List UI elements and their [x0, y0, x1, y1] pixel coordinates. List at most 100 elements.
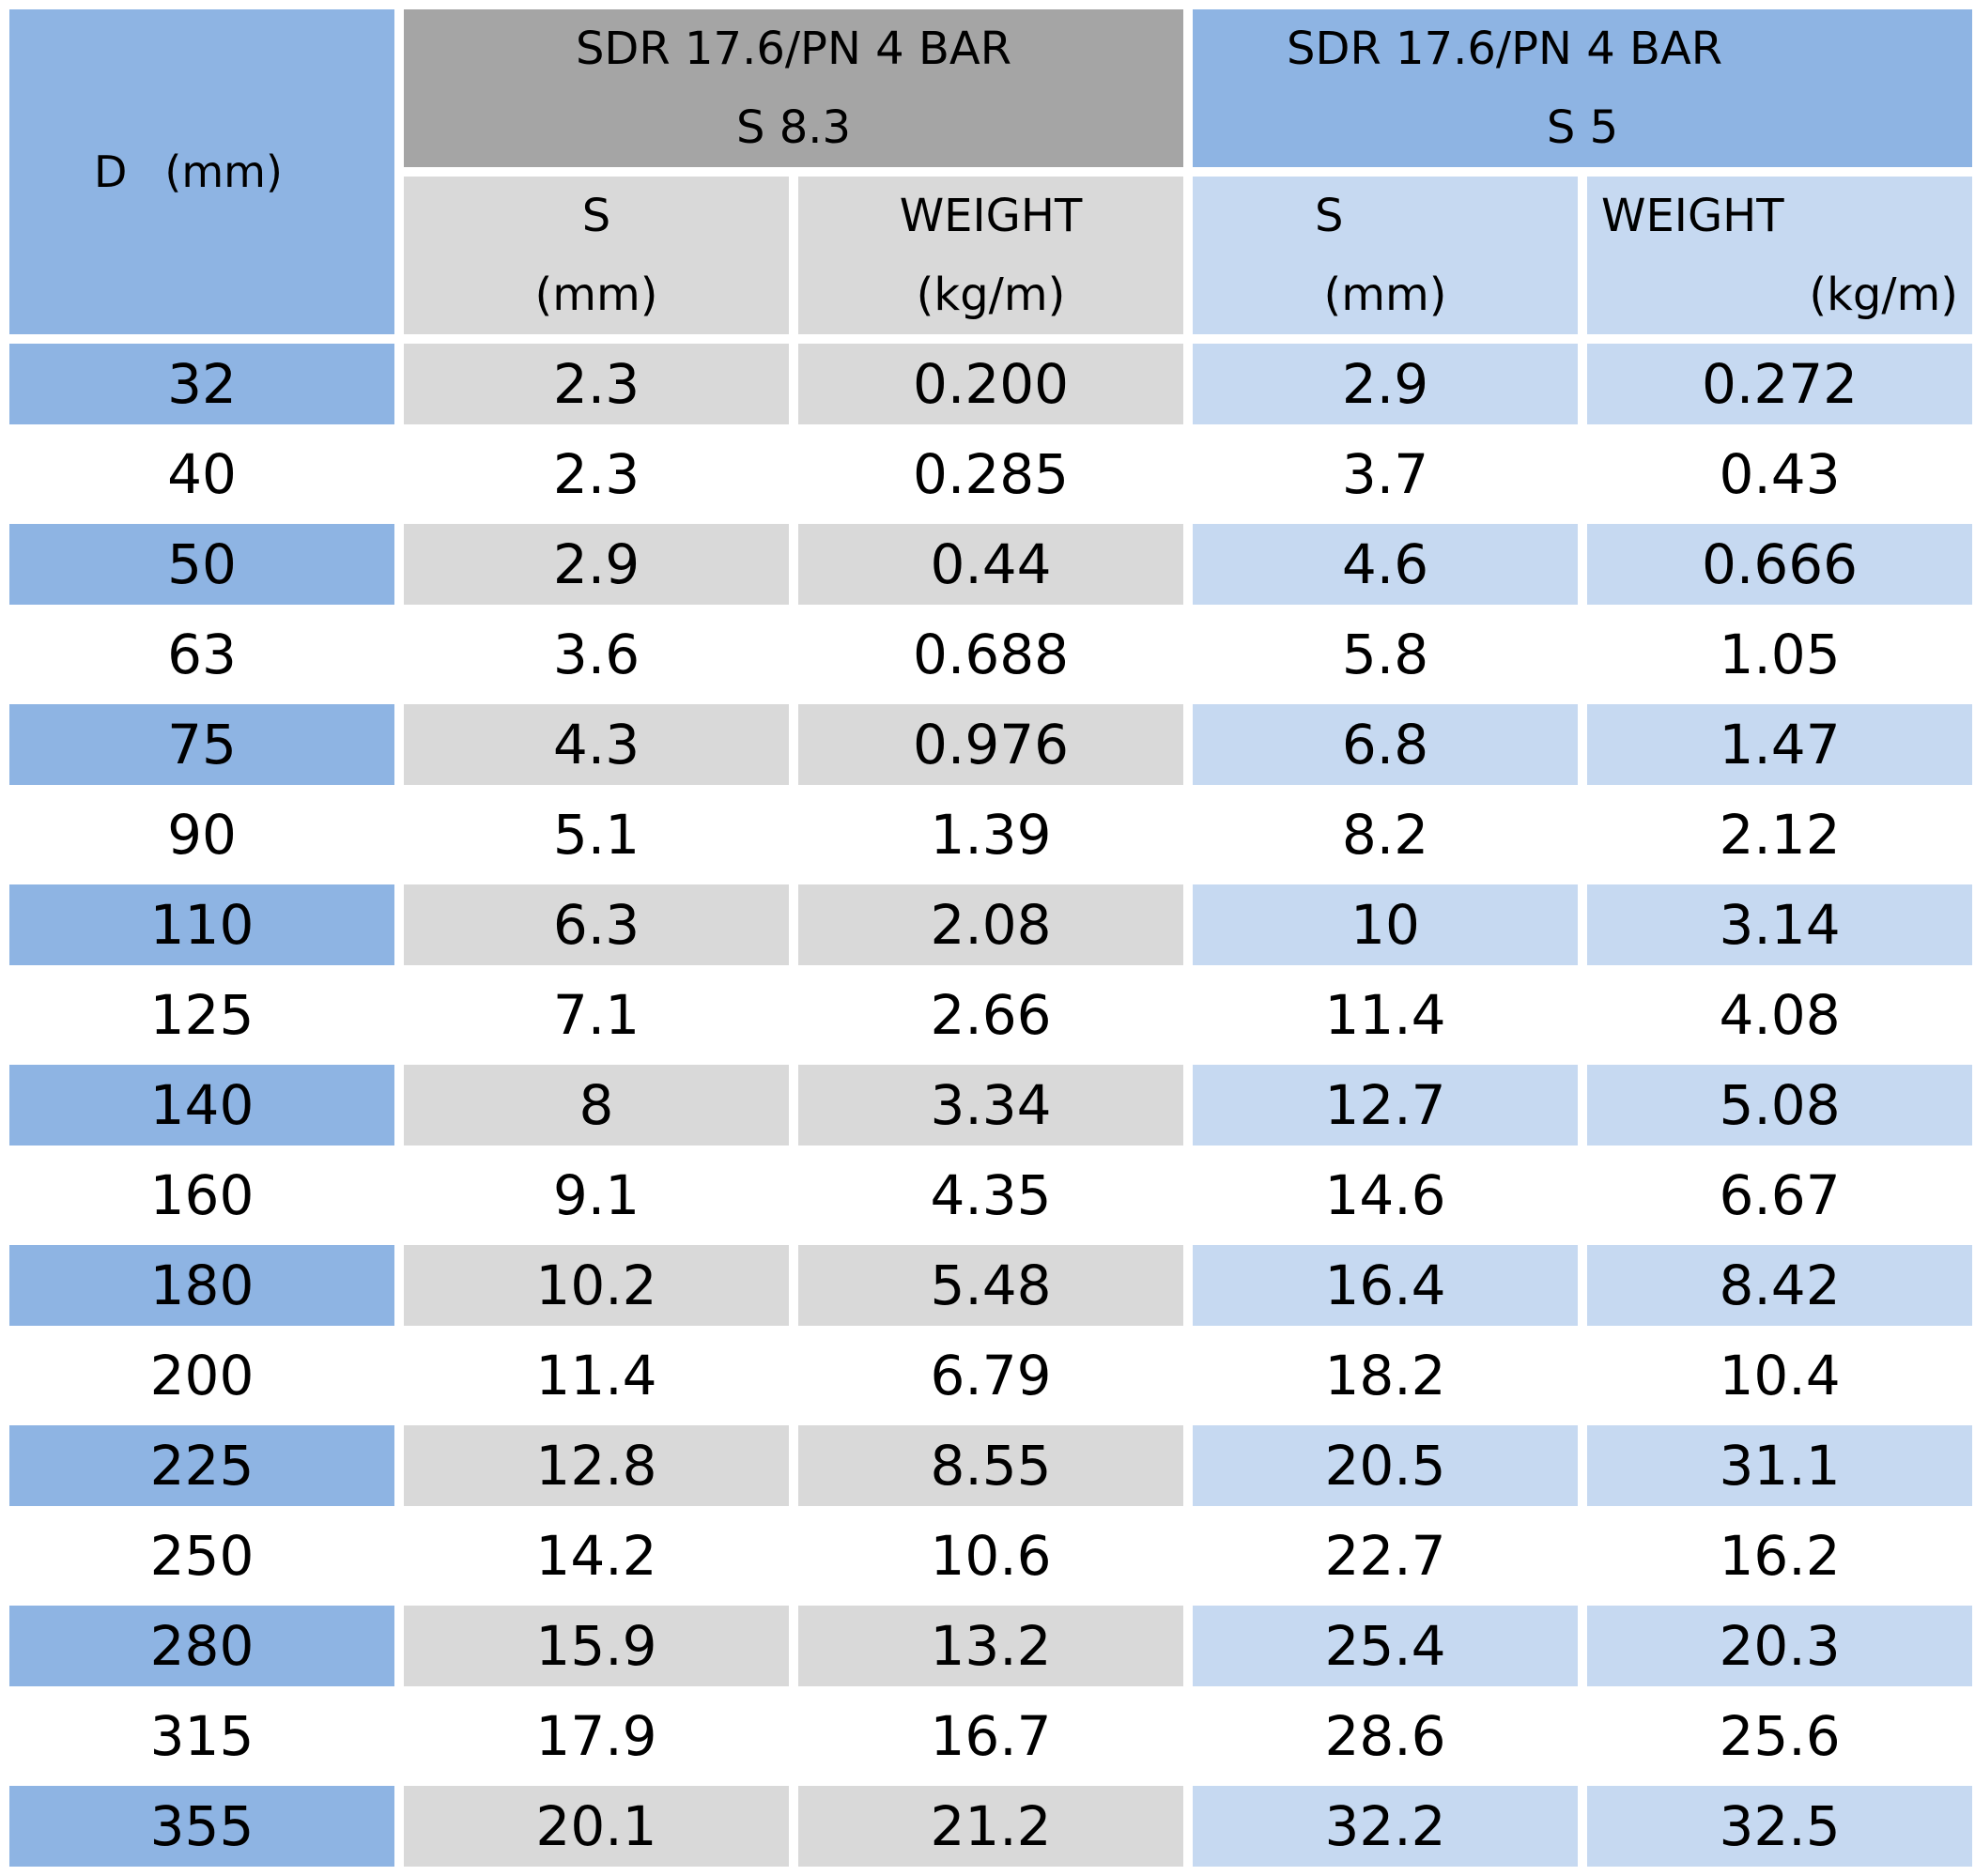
cell-weight-b: 3.14 [1587, 884, 1973, 965]
cell-s-a: 5.1 [404, 794, 789, 875]
cell-s-a: 15.9 [404, 1606, 789, 1686]
cell-s-b: 4.6 [1193, 524, 1579, 605]
sub-header-s-b: S (mm) [1193, 177, 1579, 334]
table-row: 355 20.1 21.2 32.2 32.5 [9, 1786, 1973, 1867]
sub-header-weight-b: WEIGHT (kg/m) [1587, 177, 1973, 334]
cell-s-a: 3.6 [404, 614, 789, 695]
sub-header-weight-a-label: WEIGHT [899, 190, 1083, 242]
cell-diameter: 40 [9, 434, 394, 515]
table-row: 90 5.1 1.39 8.2 2.12 [9, 794, 1973, 875]
cell-diameter: 180 [9, 1245, 394, 1326]
cell-s-b: 6.8 [1193, 704, 1579, 785]
cell-s-a: 17.9 [404, 1696, 789, 1776]
sub-header-weight-b-label: WEIGHT [1601, 190, 1784, 242]
table-row: 75 4.3 0.976 6.8 1.47 [9, 704, 1973, 785]
header-row-groups: D (mm) SDR 17.6/PN 4 BAR S 8.3 SDR 17.6/P… [9, 9, 1973, 334]
cell-weight-b: 25.6 [1587, 1696, 1973, 1776]
table-row: 63 3.6 0.688 5.8 1.05 [9, 614, 1973, 695]
group-header-s8-3-line2: S 8.3 [735, 101, 852, 154]
cell-weight-a: 1.39 [798, 794, 1184, 875]
cell-diameter: 75 [9, 704, 394, 785]
cell-weight-a: 5.48 [798, 1245, 1184, 1326]
table-header: D (mm) SDR 17.6/PN 4 BAR S 8.3 SDR 17.6/P… [9, 9, 1973, 334]
cell-weight-b: 31.1 [1587, 1425, 1973, 1506]
header-row-sub: S (mm) WEIGHT (kg/m) S (mm) WEIGHT (kg/m… [9, 177, 1973, 334]
sub-header-s-b-label: S [1315, 190, 1344, 242]
diameter-header-unit: (mm) [164, 146, 283, 197]
table-row: 50 2.9 0.44 4.6 0.666 [9, 524, 1973, 605]
cell-diameter: 355 [9, 1786, 394, 1867]
cell-s-b: 3.7 [1193, 434, 1579, 515]
cell-s-b: 32.2 [1193, 1786, 1579, 1867]
sub-header-weight-b-unit: (kg/m) [1809, 269, 1959, 321]
cell-weight-b: 1.47 [1587, 704, 1973, 785]
cell-diameter: 140 [9, 1065, 394, 1146]
cell-s-b: 5.8 [1193, 614, 1579, 695]
cell-weight-a: 10.6 [798, 1515, 1184, 1596]
cell-weight-b: 5.08 [1587, 1065, 1973, 1146]
group-header-s8-3: SDR 17.6/PN 4 BAR S 8.3 [404, 9, 1184, 167]
table-row: 280 15.9 13.2 25.4 20.3 [9, 1606, 1973, 1686]
cell-weight-b: 8.42 [1587, 1245, 1973, 1326]
sub-header-s-a-unit: (mm) [534, 269, 658, 321]
table-row: 140 8 3.34 12.7 5.08 [9, 1065, 1973, 1146]
cell-diameter: 280 [9, 1606, 394, 1686]
cell-weight-a: 4.35 [798, 1155, 1184, 1236]
table-row: 125 7.1 2.66 11.4 4.08 [9, 975, 1973, 1055]
cell-weight-a: 0.44 [798, 524, 1184, 605]
cell-diameter: 90 [9, 794, 394, 875]
cell-s-b: 16.4 [1193, 1245, 1579, 1326]
cell-diameter: 225 [9, 1425, 394, 1506]
cell-s-a: 2.3 [404, 344, 789, 424]
cell-s-b: 20.5 [1193, 1425, 1579, 1506]
cell-s-a: 7.1 [404, 975, 789, 1055]
cell-s-b: 8.2 [1193, 794, 1579, 875]
sub-header-s-a-label: S [581, 190, 611, 242]
cell-s-a: 12.8 [404, 1425, 789, 1506]
cell-diameter: 250 [9, 1515, 394, 1596]
table-row: 180 10.2 5.48 16.4 8.42 [9, 1245, 1973, 1326]
cell-weight-b: 1.05 [1587, 614, 1973, 695]
cell-diameter: 125 [9, 975, 394, 1055]
cell-s-b: 11.4 [1193, 975, 1579, 1055]
cell-weight-b: 0.43 [1587, 434, 1973, 515]
table-body: 32 2.3 0.200 2.9 0.272 40 2.3 0.285 3.7 0.43 50 2.9… [9, 344, 1973, 1867]
cell-weight-a: 0.285 [798, 434, 1184, 515]
sub-header-s-a: S (mm) [404, 177, 789, 334]
table-row: 40 2.3 0.285 3.7 0.43 [9, 434, 1973, 515]
cell-s-a: 20.1 [404, 1786, 789, 1867]
cell-diameter: 200 [9, 1335, 394, 1416]
cell-weight-a: 8.55 [798, 1425, 1184, 1506]
cell-weight-b: 0.666 [1587, 524, 1973, 605]
cell-weight-b: 6.67 [1587, 1155, 1973, 1236]
cell-weight-b: 2.12 [1587, 794, 1973, 875]
sub-header-s-b-unit: (mm) [1323, 269, 1447, 321]
sub-header-weight-a-unit: (kg/m) [916, 269, 1066, 321]
cell-s-b: 25.4 [1193, 1606, 1579, 1686]
cell-weight-a: 6.79 [798, 1335, 1184, 1416]
cell-s-a: 4.3 [404, 704, 789, 785]
group-header-s5-line2: S 5 [1546, 101, 1619, 154]
cell-weight-a: 0.688 [798, 614, 1184, 695]
cell-weight-b: 32.5 [1587, 1786, 1973, 1867]
table-row: 315 17.9 16.7 28.6 25.6 [9, 1696, 1973, 1776]
cell-diameter: 160 [9, 1155, 394, 1236]
cell-weight-b: 16.2 [1587, 1515, 1973, 1596]
cell-weight-a: 21.2 [798, 1786, 1184, 1867]
cell-s-a: 9.1 [404, 1155, 789, 1236]
cell-diameter: 32 [9, 344, 394, 424]
cell-weight-a: 0.200 [798, 344, 1184, 424]
table-row: 225 12.8 8.55 20.5 31.1 [9, 1425, 1973, 1506]
cell-s-b: 22.7 [1193, 1515, 1579, 1596]
diameter-header-label: D [94, 146, 128, 197]
cell-diameter: 110 [9, 884, 394, 965]
cell-diameter: 315 [9, 1696, 394, 1776]
cell-s-a: 14.2 [404, 1515, 789, 1596]
table-row: 250 14.2 10.6 22.7 16.2 [9, 1515, 1973, 1596]
cell-diameter: 50 [9, 524, 394, 605]
cell-s-a: 6.3 [404, 884, 789, 965]
table-row: 160 9.1 4.35 14.6 6.67 [9, 1155, 1973, 1236]
cell-weight-a: 0.976 [798, 704, 1184, 785]
